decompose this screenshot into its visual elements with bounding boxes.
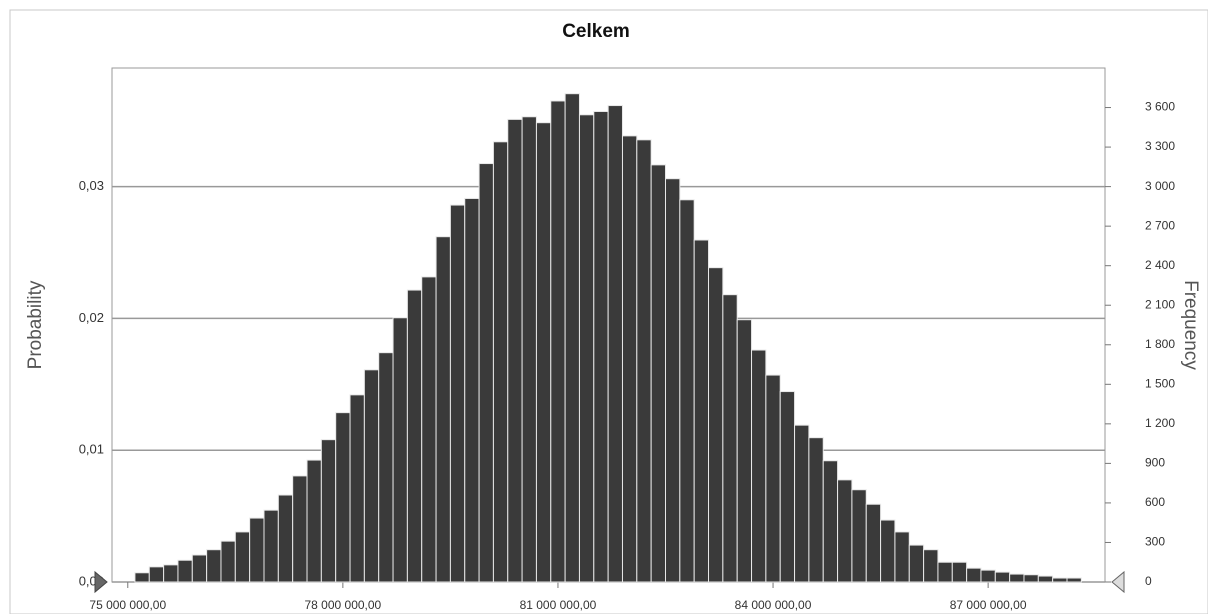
y2-tick-label: 3 000 xyxy=(1145,179,1175,193)
bar xyxy=(765,374,781,583)
bar xyxy=(335,412,351,583)
bar xyxy=(507,118,523,583)
bar xyxy=(550,100,566,583)
bar xyxy=(607,105,623,583)
bar xyxy=(277,494,294,583)
bar xyxy=(521,116,537,583)
bar xyxy=(679,199,695,583)
x-tick-label: 87 000 000,00 xyxy=(950,598,1027,612)
y2-tick-label: 900 xyxy=(1145,456,1165,470)
y2-tick-label: 1 500 xyxy=(1145,376,1175,390)
bar xyxy=(966,567,982,583)
bar xyxy=(1052,577,1068,583)
bar xyxy=(263,509,279,583)
chart-title: Celkem xyxy=(562,21,630,42)
left-grabber[interactable] xyxy=(94,570,108,594)
bar xyxy=(378,352,394,583)
bar xyxy=(951,561,968,583)
bar xyxy=(1066,577,1082,583)
bar xyxy=(163,564,179,583)
bar xyxy=(191,554,208,583)
bar xyxy=(234,531,251,583)
bar xyxy=(421,276,437,583)
bar xyxy=(650,164,666,583)
bar xyxy=(478,163,494,583)
bar xyxy=(636,139,652,583)
bar xyxy=(464,197,480,583)
bar xyxy=(837,479,853,583)
bar xyxy=(894,531,910,583)
bar xyxy=(406,289,423,583)
bar xyxy=(865,503,882,583)
bar xyxy=(937,561,953,583)
y-axis-label: Probability xyxy=(25,280,46,369)
y2-tick-label: 1 200 xyxy=(1145,416,1175,430)
y-tick-label: 0,01 xyxy=(79,442,104,457)
bar xyxy=(306,459,322,583)
bar xyxy=(578,114,595,583)
bar xyxy=(392,317,408,583)
x-tick-label: 81 000 000,00 xyxy=(520,598,597,612)
right-grabber[interactable] xyxy=(1111,570,1125,594)
x-tick-label: 78 000 000,00 xyxy=(304,598,381,612)
y2-tick-label: 300 xyxy=(1145,535,1165,549)
y2-tick-label: 2 100 xyxy=(1145,297,1175,311)
bar xyxy=(593,110,609,583)
bar xyxy=(492,141,509,583)
bar xyxy=(363,369,380,583)
bar xyxy=(220,540,236,583)
bar xyxy=(693,239,710,583)
bar xyxy=(664,178,681,583)
y2-tick-label: 1 800 xyxy=(1145,337,1175,351)
bar xyxy=(435,236,451,583)
bar xyxy=(994,571,1011,583)
bar xyxy=(908,544,925,583)
bar xyxy=(249,517,265,583)
x-tick-label: 75 000 000,00 xyxy=(89,598,166,612)
bar xyxy=(808,437,824,583)
bar xyxy=(320,439,337,583)
y2-tick-label: 0 xyxy=(1145,574,1152,588)
bar xyxy=(822,460,839,583)
bar xyxy=(736,319,753,583)
bar xyxy=(449,204,466,583)
bar xyxy=(1009,573,1025,583)
y2-tick-label: 2 700 xyxy=(1145,218,1175,232)
y-tick-label: 0,02 xyxy=(79,310,104,325)
bar xyxy=(621,135,638,583)
y2-tick-label: 600 xyxy=(1145,495,1165,509)
bar xyxy=(1037,575,1054,583)
bar xyxy=(794,424,810,583)
bar xyxy=(851,489,867,583)
bar xyxy=(751,349,767,583)
bar xyxy=(1023,574,1039,583)
y2-axis-label: Frequency xyxy=(1180,280,1201,370)
y2-tick-label: 3 300 xyxy=(1145,139,1175,153)
bar xyxy=(177,559,193,583)
bar xyxy=(708,267,724,583)
y-tick-label: 0,03 xyxy=(79,178,104,193)
bar xyxy=(880,519,896,583)
bar xyxy=(779,391,796,583)
bar xyxy=(349,394,365,583)
bar xyxy=(923,549,939,583)
bar xyxy=(535,122,552,583)
bar xyxy=(134,572,150,583)
bar xyxy=(292,475,308,583)
x-tick-label: 84 000 000,00 xyxy=(735,598,812,612)
bar xyxy=(206,549,222,583)
bar xyxy=(722,294,738,583)
y2-tick-label: 3 600 xyxy=(1145,100,1175,114)
bar xyxy=(980,569,996,583)
bar xyxy=(148,566,165,583)
bar xyxy=(564,93,580,583)
y2-tick-label: 2 400 xyxy=(1145,258,1175,272)
